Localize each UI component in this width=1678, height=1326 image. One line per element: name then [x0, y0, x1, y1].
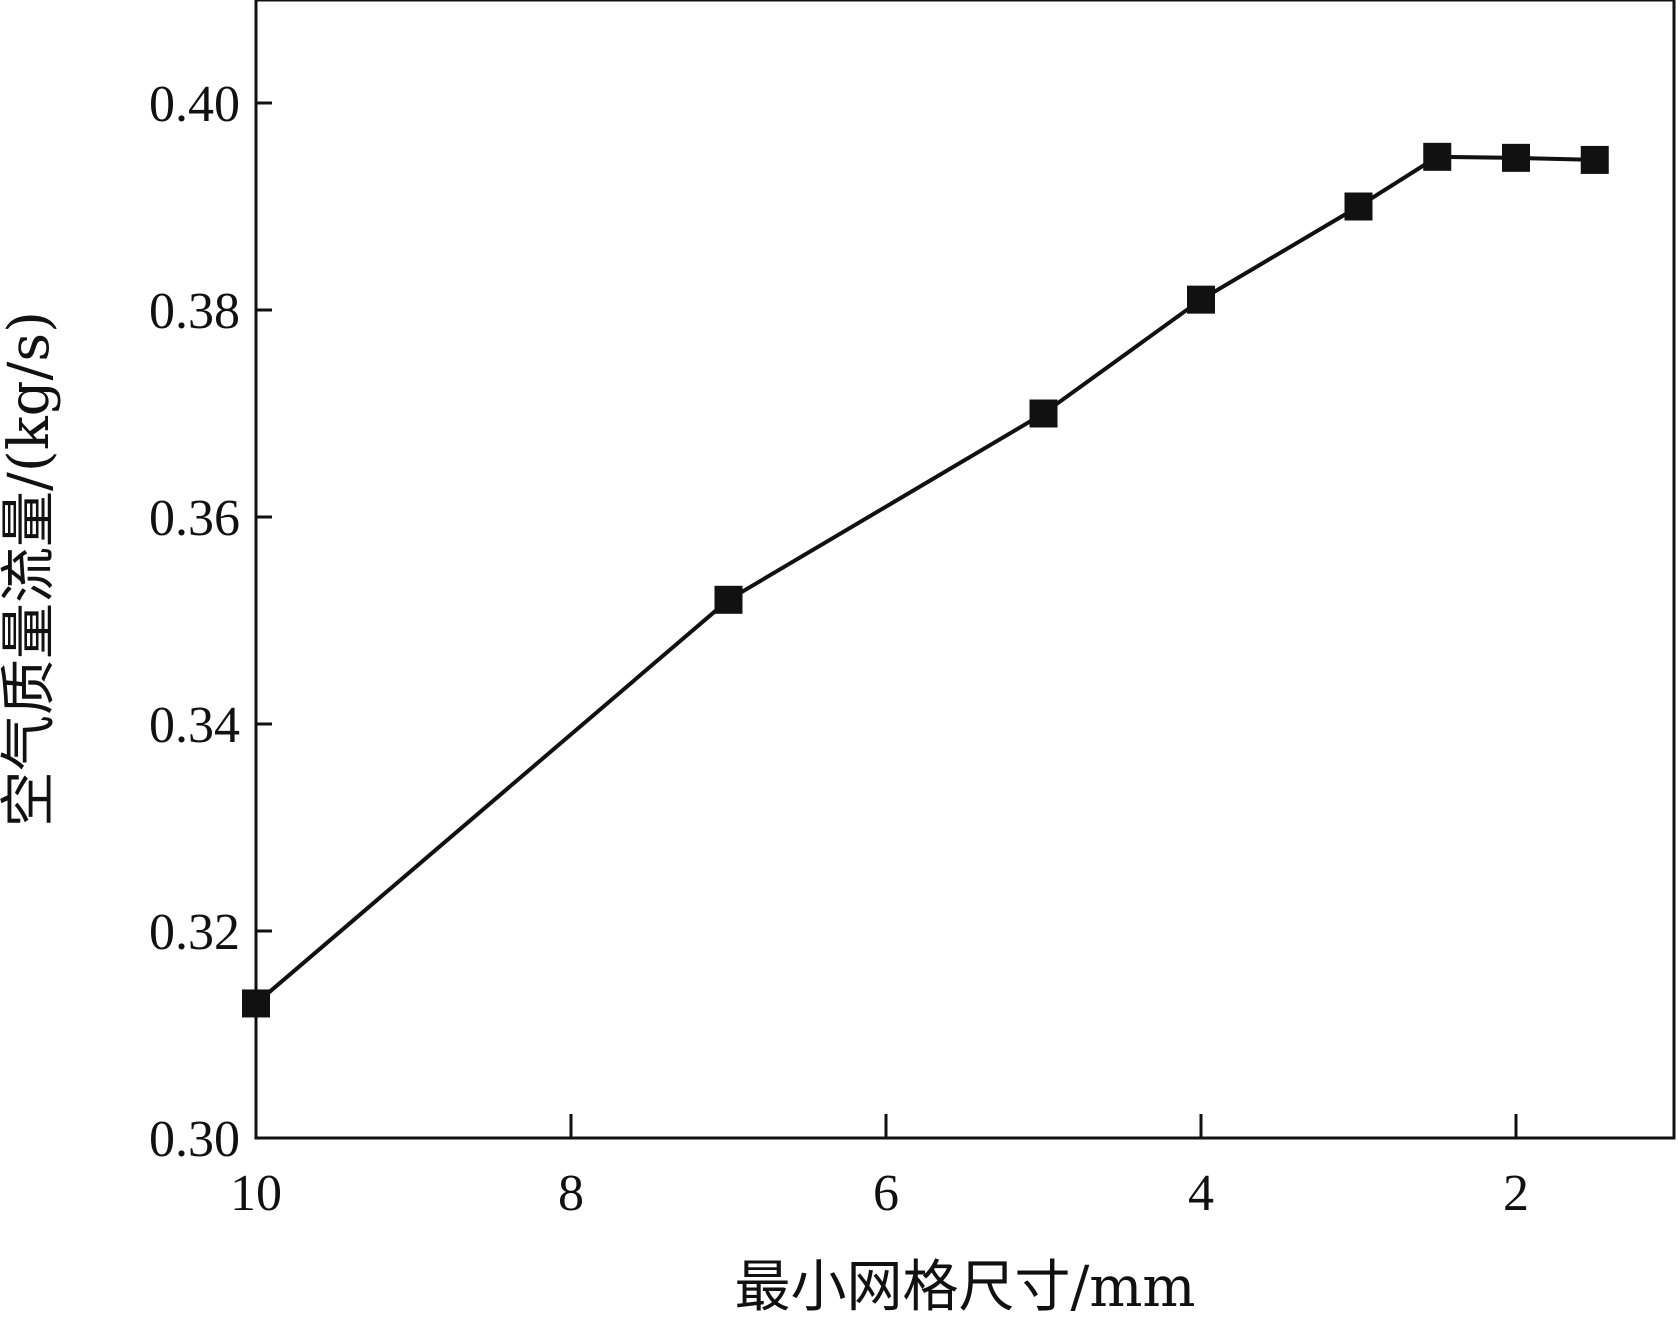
y-tick-label: 0.40 — [149, 76, 240, 133]
data-point-marker — [714, 585, 743, 614]
x-tick-label: 4 — [1188, 1165, 1214, 1222]
x-tick-label: 8 — [558, 1165, 584, 1222]
x-tick-label: 10 — [230, 1165, 282, 1222]
y-tick-label: 0.34 — [149, 697, 240, 754]
x-axis-title: 最小网格尺寸/mm — [734, 1255, 1195, 1320]
series-line — [254, 154, 1595, 1005]
y-axis-title: 空气质量流量/(kg/s) — [0, 311, 62, 827]
y-axis-ticks: 0.30 0.32 0.34 0.36 0.38 0.40 — [149, 76, 272, 1168]
x-tick-label: 6 — [873, 1165, 899, 1222]
x-axis-ticks: 10 8 6 4 2 — [230, 1114, 1529, 1222]
y-tick-label: 0.38 — [149, 283, 240, 340]
data-point-marker — [1029, 399, 1058, 428]
data-point-marker — [1344, 192, 1373, 221]
data-point-marker — [1580, 145, 1609, 174]
y-tick-label: 0.30 — [149, 1111, 240, 1168]
y-tick-label: 0.36 — [149, 490, 240, 547]
data-point-marker — [242, 989, 270, 1018]
x-tick-label: 2 — [1503, 1165, 1529, 1222]
plot-frame — [254, 0, 1676, 1140]
data-point-marker — [1187, 285, 1215, 314]
data-point-marker — [1423, 142, 1452, 171]
data-point-marker — [1502, 143, 1530, 172]
y-tick-label: 0.32 — [149, 904, 240, 961]
series-markers — [242, 142, 1609, 1018]
